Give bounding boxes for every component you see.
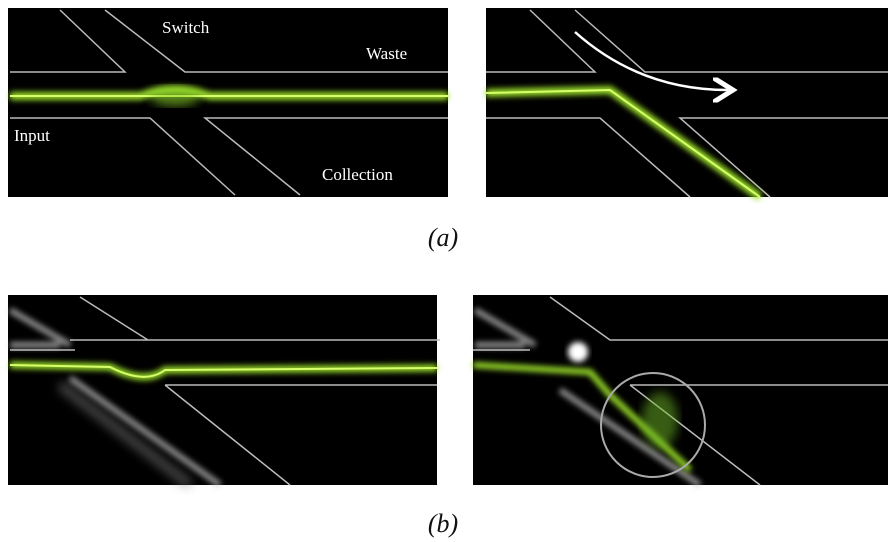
caption-a: (a) bbox=[428, 223, 458, 252]
image-a-left: Switch Waste Input Collection bbox=[8, 8, 448, 197]
image-b-right bbox=[472, 295, 888, 488]
label-input: Input bbox=[14, 126, 50, 145]
image-a-right bbox=[485, 8, 888, 201]
caption-b: (b) bbox=[428, 509, 458, 538]
label-collection: Collection bbox=[322, 165, 393, 184]
label-waste: Waste bbox=[366, 44, 407, 63]
image-b-left bbox=[8, 295, 440, 489]
label-switch: Switch bbox=[162, 18, 210, 37]
